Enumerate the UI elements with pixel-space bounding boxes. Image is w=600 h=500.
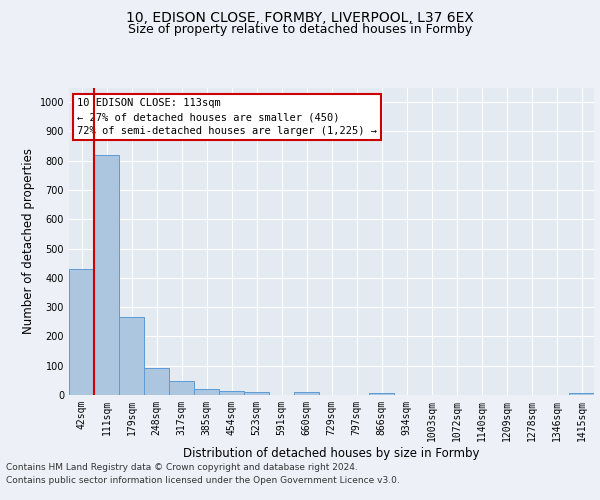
- Bar: [294, 392, 319, 395]
- Bar: [119, 316, 144, 395]
- Bar: [94, 155, 119, 395]
- Bar: [144, 368, 169, 395]
- Text: Contains public sector information licensed under the Open Government Licence v3: Contains public sector information licen…: [6, 476, 400, 485]
- Bar: [69, 269, 94, 395]
- Bar: [569, 393, 594, 395]
- Text: 10, EDISON CLOSE, FORMBY, LIVERPOOL, L37 6EX: 10, EDISON CLOSE, FORMBY, LIVERPOOL, L37…: [126, 11, 474, 25]
- Bar: [194, 389, 219, 395]
- Bar: [169, 381, 194, 395]
- Bar: [219, 390, 244, 395]
- Bar: [369, 393, 394, 395]
- Bar: [244, 392, 269, 395]
- Text: 10 EDISON CLOSE: 113sqm
← 27% of detached houses are smaller (450)
72% of semi-d: 10 EDISON CLOSE: 113sqm ← 27% of detache…: [77, 98, 377, 136]
- Text: Contains HM Land Registry data © Crown copyright and database right 2024.: Contains HM Land Registry data © Crown c…: [6, 462, 358, 471]
- X-axis label: Distribution of detached houses by size in Formby: Distribution of detached houses by size …: [183, 446, 480, 460]
- Text: Size of property relative to detached houses in Formby: Size of property relative to detached ho…: [128, 22, 472, 36]
- Y-axis label: Number of detached properties: Number of detached properties: [22, 148, 35, 334]
